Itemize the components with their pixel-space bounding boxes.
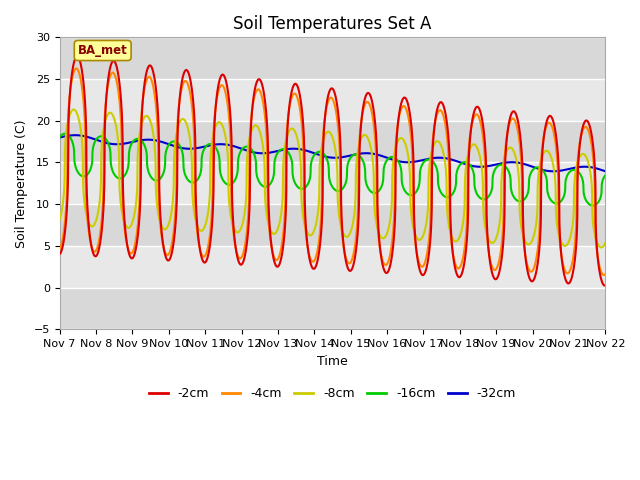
Text: BA_met: BA_met — [78, 44, 127, 57]
Bar — [60, 246, 605, 288]
Legend: -2cm, -4cm, -8cm, -16cm, -32cm: -2cm, -4cm, -8cm, -16cm, -32cm — [144, 382, 521, 405]
Bar — [60, 204, 605, 246]
Bar — [60, 163, 605, 204]
Bar — [60, 121, 605, 163]
Bar — [60, 79, 605, 121]
Bar — [60, 37, 605, 79]
Bar — [60, 288, 605, 329]
Y-axis label: Soil Temperature (C): Soil Temperature (C) — [15, 119, 28, 248]
X-axis label: Time: Time — [317, 355, 348, 368]
Title: Soil Temperatures Set A: Soil Temperatures Set A — [233, 15, 431, 33]
